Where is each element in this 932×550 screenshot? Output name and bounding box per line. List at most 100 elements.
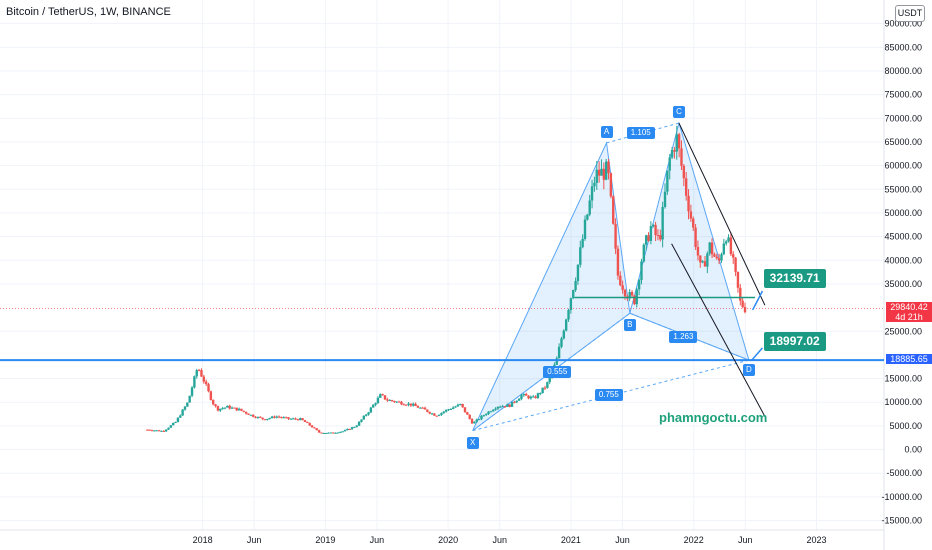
candle-body-106 bbox=[395, 401, 398, 403]
candle-body-226 bbox=[677, 134, 681, 149]
candle-body-18 bbox=[188, 395, 191, 403]
candle-body-170 bbox=[546, 382, 549, 388]
candle-body-36 bbox=[230, 407, 234, 409]
candle-body-223 bbox=[670, 150, 674, 158]
candle-body-26 bbox=[207, 384, 210, 392]
candle-body-56 bbox=[277, 416, 281, 418]
candle-body-62 bbox=[292, 418, 295, 420]
candle-body-30 bbox=[216, 406, 220, 411]
candle-body-117 bbox=[421, 407, 424, 409]
candle-body-22 bbox=[197, 370, 201, 372]
candle-body-191 bbox=[595, 169, 598, 183]
candle-body-128 bbox=[447, 409, 450, 411]
y-tick-label-0: 90000.00 bbox=[884, 19, 922, 29]
candle-body-218 bbox=[659, 235, 662, 240]
candle-body-209 bbox=[637, 280, 641, 290]
y-tick-label-14: 10000.00 bbox=[884, 397, 922, 407]
candle-body-7 bbox=[162, 430, 166, 432]
candle-body-238 bbox=[706, 253, 709, 267]
candle-body-21 bbox=[195, 370, 198, 377]
candle-body-252 bbox=[739, 287, 742, 301]
candle-body-137 bbox=[468, 414, 471, 419]
candle-body-146 bbox=[489, 411, 493, 413]
candle-body-205 bbox=[628, 292, 631, 299]
candle-body-40 bbox=[240, 408, 243, 411]
x-tick-label-9: Jun bbox=[738, 535, 753, 545]
candle-body-85 bbox=[346, 428, 349, 431]
candle-body-73 bbox=[317, 430, 321, 433]
y-tick-label-10: 40000.00 bbox=[884, 255, 922, 265]
candle-body-76 bbox=[324, 432, 328, 434]
candle-body-105 bbox=[393, 401, 396, 403]
candle-body-100 bbox=[381, 394, 384, 396]
candle-body-171 bbox=[548, 376, 551, 383]
candle-body-163 bbox=[529, 396, 533, 399]
ratio-xab: 0.555 bbox=[543, 365, 572, 378]
candle-body-229 bbox=[684, 178, 688, 196]
ratio-abc: 1.105 bbox=[626, 126, 655, 139]
y-tick-label-11: 35000.00 bbox=[884, 279, 922, 289]
candle-body-247 bbox=[727, 237, 730, 242]
candle-body-192 bbox=[597, 169, 601, 176]
candle-body-67 bbox=[303, 420, 307, 423]
candle-body-125 bbox=[440, 412, 443, 415]
candle-body-211 bbox=[642, 244, 646, 262]
candle-body-246 bbox=[724, 241, 728, 244]
candle-body-35 bbox=[228, 405, 231, 409]
candle-body-156 bbox=[513, 401, 516, 403]
candle-body-14 bbox=[179, 415, 182, 418]
candle-body-161 bbox=[524, 393, 528, 396]
candle-body-33 bbox=[223, 407, 227, 409]
candle-body-109 bbox=[402, 404, 406, 406]
candle-body-45 bbox=[252, 414, 255, 417]
candle-body-51 bbox=[266, 418, 269, 420]
candle-body-82 bbox=[339, 431, 342, 433]
candle-body-88 bbox=[353, 426, 356, 428]
candle-body-19 bbox=[190, 387, 194, 396]
currency-button[interactable]: USDT bbox=[895, 5, 925, 22]
candle-body-2 bbox=[150, 430, 154, 432]
candle-body-249 bbox=[732, 254, 735, 258]
candle-body-227 bbox=[680, 148, 683, 166]
candle-body-108 bbox=[400, 401, 403, 405]
x-tick-label-1: Jun bbox=[247, 535, 262, 545]
candle-body-32 bbox=[221, 408, 224, 410]
candle-body-92 bbox=[362, 415, 366, 420]
candle-body-29 bbox=[214, 404, 217, 407]
candle-body-31 bbox=[219, 408, 222, 411]
candle-body-69 bbox=[308, 422, 311, 426]
candle-body-15 bbox=[181, 409, 184, 416]
candle-body-65 bbox=[299, 418, 302, 421]
candle-body-79 bbox=[332, 432, 335, 434]
candle-body-87 bbox=[350, 427, 354, 430]
candle-body-180 bbox=[569, 298, 573, 311]
candle-body-89 bbox=[355, 425, 358, 427]
candle-body-95 bbox=[369, 407, 373, 413]
candle-body-225 bbox=[675, 134, 678, 152]
ratio-bcd: 1.263 bbox=[669, 330, 698, 343]
candle-body-166 bbox=[536, 393, 540, 399]
candle-body-113 bbox=[412, 403, 415, 406]
candle-body-248 bbox=[729, 237, 733, 255]
candle-body-216 bbox=[654, 224, 657, 236]
candle-body-37 bbox=[233, 407, 236, 409]
candle-body-25 bbox=[204, 381, 208, 385]
candle-body-235 bbox=[699, 255, 702, 263]
candle-body-178 bbox=[564, 319, 568, 331]
candle-body-244 bbox=[720, 254, 723, 261]
candle-body-151 bbox=[501, 406, 504, 408]
candle-body-4 bbox=[155, 430, 158, 432]
candle-body-11 bbox=[172, 422, 175, 426]
candle-body-177 bbox=[562, 330, 566, 339]
y-tick-label-5: 65000.00 bbox=[884, 137, 922, 147]
candle-body-104 bbox=[390, 400, 394, 402]
candle-body-41 bbox=[242, 410, 246, 412]
candle-body-195 bbox=[604, 161, 608, 180]
candle-body-58 bbox=[282, 417, 286, 419]
candle-body-199 bbox=[614, 223, 617, 249]
candle-body-114 bbox=[414, 403, 417, 407]
y-tick-label-7: 55000.00 bbox=[884, 184, 922, 194]
candle-body-23 bbox=[200, 370, 203, 377]
x-tick-label-4: 2020 bbox=[438, 535, 458, 545]
